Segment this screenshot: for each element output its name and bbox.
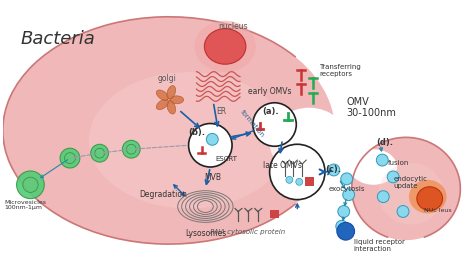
Circle shape <box>337 223 355 240</box>
Text: (a).: (a). <box>263 106 279 115</box>
Circle shape <box>341 173 353 185</box>
Circle shape <box>189 124 232 167</box>
Ellipse shape <box>417 187 443 211</box>
Text: Transferring
receptors: Transferring receptors <box>319 64 361 77</box>
Text: golgi: golgi <box>157 74 176 83</box>
Text: (d).: (d). <box>376 138 393 147</box>
Circle shape <box>387 171 399 183</box>
Text: (b).: (b). <box>189 128 206 137</box>
Ellipse shape <box>194 22 256 73</box>
Ellipse shape <box>409 180 447 214</box>
Circle shape <box>206 134 218 146</box>
Text: nucleus: nucleus <box>218 22 248 31</box>
Text: (c).: (c). <box>325 164 341 173</box>
Text: OMV
30-100nm: OMV 30-100nm <box>346 97 397 118</box>
Ellipse shape <box>378 163 444 225</box>
Circle shape <box>296 179 303 186</box>
Text: MVB: MVB <box>204 172 221 181</box>
Text: Microvesicles
100nm-1μm: Microvesicles 100nm-1μm <box>5 199 47 210</box>
Text: RNA cytosolic protein: RNA cytosolic protein <box>210 228 285 234</box>
Circle shape <box>328 164 340 176</box>
Text: Lysosomes: Lysosomes <box>185 228 226 237</box>
Circle shape <box>343 189 355 201</box>
Ellipse shape <box>3 18 335 244</box>
Ellipse shape <box>350 150 397 185</box>
Text: late OMVs: late OMVs <box>263 160 301 169</box>
Ellipse shape <box>270 108 349 177</box>
Text: Bacteria: Bacteria <box>20 29 95 47</box>
Circle shape <box>286 177 293 184</box>
Text: Degradation: Degradation <box>139 189 187 198</box>
Ellipse shape <box>167 86 175 100</box>
Circle shape <box>91 145 109 162</box>
Ellipse shape <box>352 138 460 240</box>
Text: ER: ER <box>216 106 226 115</box>
Text: NUc leus: NUc leus <box>424 207 451 212</box>
Ellipse shape <box>156 100 168 110</box>
Text: ESCRT: ESCRT <box>215 155 237 162</box>
Ellipse shape <box>156 91 168 101</box>
FancyBboxPatch shape <box>270 210 279 218</box>
Text: exocytosis: exocytosis <box>329 185 365 191</box>
Ellipse shape <box>204 29 246 65</box>
Circle shape <box>376 154 388 166</box>
Circle shape <box>377 191 389 203</box>
Circle shape <box>338 206 350 218</box>
Circle shape <box>397 206 409 218</box>
Text: liquid receptor
interaction: liquid receptor interaction <box>354 238 404 251</box>
Ellipse shape <box>167 101 175 115</box>
Text: early OMVs: early OMVs <box>248 87 292 96</box>
Circle shape <box>60 149 80 168</box>
Circle shape <box>270 145 325 200</box>
Circle shape <box>17 171 44 199</box>
Circle shape <box>253 103 296 147</box>
Circle shape <box>336 220 348 232</box>
Text: endocytic
update: endocytic update <box>393 175 427 188</box>
Text: fusion: fusion <box>388 160 410 165</box>
Text: formation: formation <box>238 108 265 138</box>
FancyBboxPatch shape <box>305 177 314 186</box>
Ellipse shape <box>170 97 183 104</box>
Circle shape <box>122 141 140 158</box>
Ellipse shape <box>89 73 288 209</box>
